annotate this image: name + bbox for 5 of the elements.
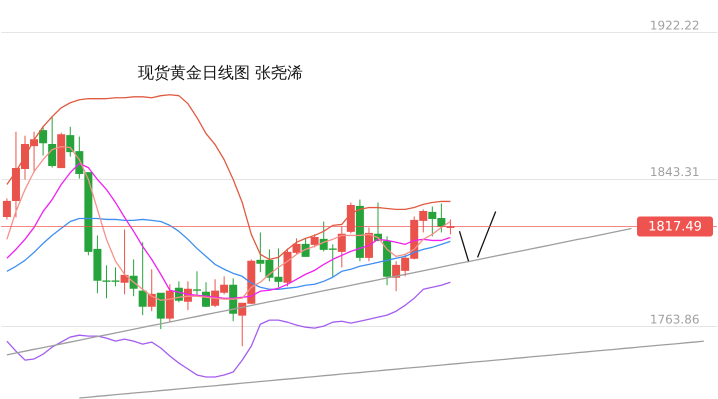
ref-line-label: 1817.49	[648, 220, 702, 235]
y-tick-label: 1763.86	[650, 312, 700, 327]
text: 现货黄金日线图 张尧浠	[138, 63, 304, 82]
y-tick-label: 1843.31	[650, 165, 700, 180]
y-tick-label: 1922.22	[650, 18, 700, 32]
